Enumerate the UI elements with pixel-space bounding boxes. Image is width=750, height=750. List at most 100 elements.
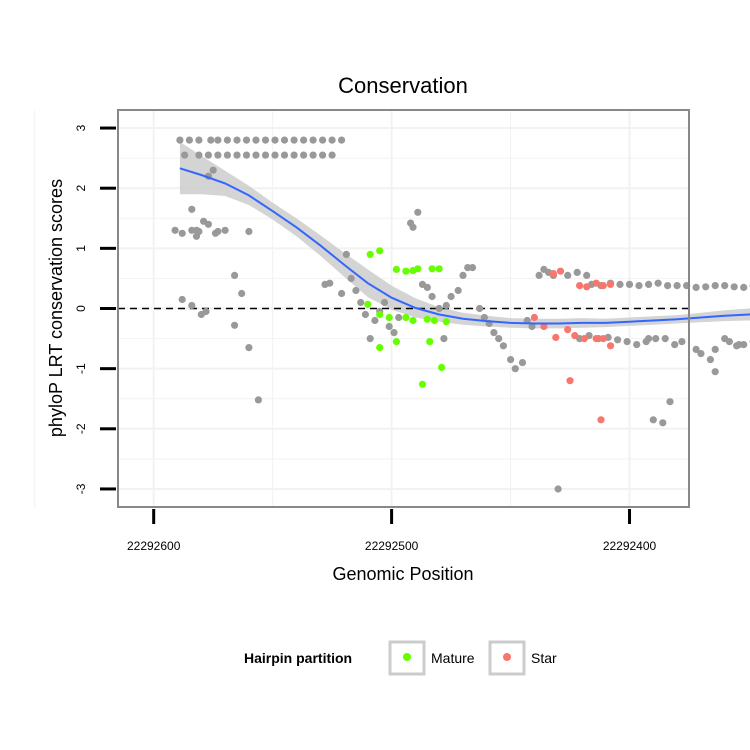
other-point (442, 301, 450, 310)
mature-point (438, 363, 446, 371)
other-point (490, 329, 498, 337)
star-point (556, 267, 565, 275)
star-point (564, 326, 572, 334)
other-point (692, 345, 700, 353)
x-axis-title: Genomic Position (332, 564, 473, 584)
other-point (178, 229, 186, 237)
other-point (192, 232, 201, 240)
other-point (554, 485, 562, 493)
star-point (549, 270, 558, 278)
other-point (366, 335, 374, 343)
other-point (649, 416, 657, 424)
plot-panel (34, 109, 750, 508)
mature-point (409, 316, 417, 325)
other-point (395, 313, 403, 322)
other-point (211, 229, 220, 237)
other-point (666, 398, 674, 406)
other-point (319, 151, 327, 159)
panel-border (117, 109, 690, 508)
other-point (671, 341, 679, 349)
other-point (371, 316, 379, 325)
other-point (659, 419, 667, 427)
other-point (511, 365, 519, 373)
mature-point (392, 265, 400, 273)
y-tick-label: 0 (74, 305, 88, 312)
star-point (592, 335, 600, 343)
other-point (652, 335, 660, 343)
other-point (711, 368, 719, 376)
x-tick-label: 22292500 (365, 539, 419, 553)
other-point (414, 208, 422, 216)
mature-point (426, 338, 434, 346)
other-point (692, 283, 700, 291)
mature-point (430, 316, 438, 325)
y-tick-label: 3 (74, 124, 88, 131)
other-point (342, 250, 350, 258)
star-point (597, 416, 605, 424)
other-point (214, 151, 222, 159)
other-point (661, 335, 669, 343)
other-point (409, 223, 417, 231)
other-point (352, 286, 360, 295)
star-point (552, 333, 560, 341)
star-point (606, 342, 615, 350)
other-point (625, 280, 634, 288)
star-point (580, 335, 588, 343)
other-point (385, 322, 393, 331)
mature-point (402, 267, 410, 275)
other-point (195, 136, 203, 144)
other-point (507, 356, 515, 364)
y-axis-title: phyloP LRT conservation scores (46, 179, 66, 437)
smooth-line-layer (179, 167, 750, 325)
mature-point (364, 300, 372, 308)
y-tick-label: -1 (74, 363, 88, 374)
other-point (319, 136, 327, 144)
other-point (223, 136, 231, 144)
other-point (740, 341, 748, 349)
other-point (261, 136, 270, 144)
other-point (328, 136, 336, 144)
other-point (204, 220, 212, 228)
other-point (673, 282, 681, 290)
y-tick-label: 2 (74, 185, 88, 192)
other-point (280, 151, 289, 159)
star-point (566, 377, 574, 385)
other-point (528, 322, 536, 331)
other-point (214, 136, 222, 144)
other-point (711, 345, 719, 353)
other-point (633, 341, 641, 349)
other-point (645, 335, 653, 343)
x-tick-label: 22292400 (603, 539, 657, 553)
loess-smooth-line (179, 167, 750, 325)
other-point (209, 166, 217, 174)
star-point (571, 332, 579, 340)
other-point (357, 298, 365, 307)
legend-dot-mature (403, 653, 411, 661)
star-point (576, 282, 584, 290)
mature-point (385, 313, 393, 322)
other-point (233, 151, 241, 159)
mature-point (435, 265, 443, 273)
other-point (185, 136, 193, 144)
other-point (338, 289, 346, 298)
other-point (721, 282, 729, 290)
other-point (290, 151, 298, 159)
other-point (300, 136, 308, 144)
star-point (592, 279, 600, 287)
mature-point (418, 380, 427, 388)
other-point (733, 342, 741, 350)
other-point (468, 264, 477, 272)
y-tick-label: -2 (74, 423, 88, 434)
other-point (221, 226, 229, 234)
mature-point (376, 310, 384, 319)
other-point (697, 350, 705, 358)
mature-point (376, 247, 384, 255)
other-point (300, 151, 308, 159)
other-point (245, 344, 253, 352)
other-point (678, 338, 686, 346)
other-point (254, 396, 262, 404)
mature-point (414, 265, 422, 273)
other-point (309, 151, 317, 159)
star-point (540, 322, 548, 331)
other-point (623, 338, 631, 346)
